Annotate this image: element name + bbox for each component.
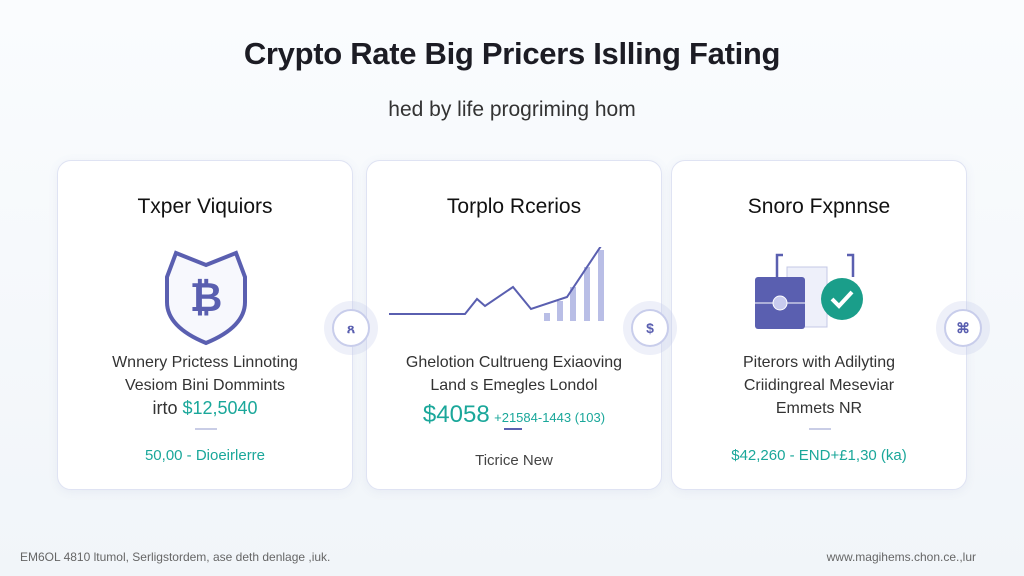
page-subtitle: hed by life progriming hom [388,98,636,121]
card-1[interactable]: Txper Viquiors ₿ Wnnery Prictess Linnoti… [57,160,353,490]
connector-glyph: ⌘ [956,319,970,336]
card-desc-line: Wnnery Prictess Linnoting [112,354,298,371]
card-desc-line: Criidingreal Meseviar [743,377,895,394]
connector-glyph: ጸ [346,319,356,336]
card-desc-line: Piterors with Adilyting [742,354,896,371]
card-desc-line: Emmets NR [775,400,863,417]
svg-text:₿: ₿ [190,276,223,320]
divider [195,428,217,430]
card-desc-line: Ghelotion Cultrueng Exiaoving [405,354,623,371]
footer-url[interactable]: www.magihems.chon.ce.,lur [826,550,976,564]
connector-glyph: $ [646,320,654,336]
card-title: Txper Viquiors [137,195,273,218]
card-price: $4058 [422,401,490,428]
card-footer: $42,260 - END+£1,30 (ka) [731,447,907,464]
footer-text: EM6OL 4810 ltumol, Serligstordem, ase de… [20,550,331,564]
transfer-icon[interactable]: ⌘ [944,309,982,347]
divider [809,428,831,430]
card-title: Torplo Rcerios [446,195,582,218]
card-price-detail: +21584-1443 (103) [494,410,606,425]
growth-chart-icon [367,236,661,347]
card-3[interactable]: Snoro Fxpnnse Piterors with Adilyting Cr… [671,160,967,490]
card-footer: Ticrice New [475,452,553,469]
wallet-check-icon [672,240,966,347]
page-title: Crypto Rate Big Pricers Islling Fating [243,36,781,71]
link-icon[interactable]: ጸ [332,309,370,347]
card-desc-line: Land s Emegles Londol [430,377,598,394]
card-price: $12,5040 [182,398,258,418]
bitcoin-shield-icon: ₿ [58,247,352,347]
card-title: Snoro Fxpnnse [747,195,891,218]
card-footer: 50,00 - Dioeirlerre [144,447,266,464]
card-desc-line: Vesiom Bini Dommints [124,377,286,394]
card-2[interactable]: Torplo Rcerios Ghelotion Cultrueng Exiao… [366,160,662,490]
dollar-icon[interactable]: $ [631,309,669,347]
divider [504,428,522,430]
card-desc-prefix: irto [152,398,183,418]
